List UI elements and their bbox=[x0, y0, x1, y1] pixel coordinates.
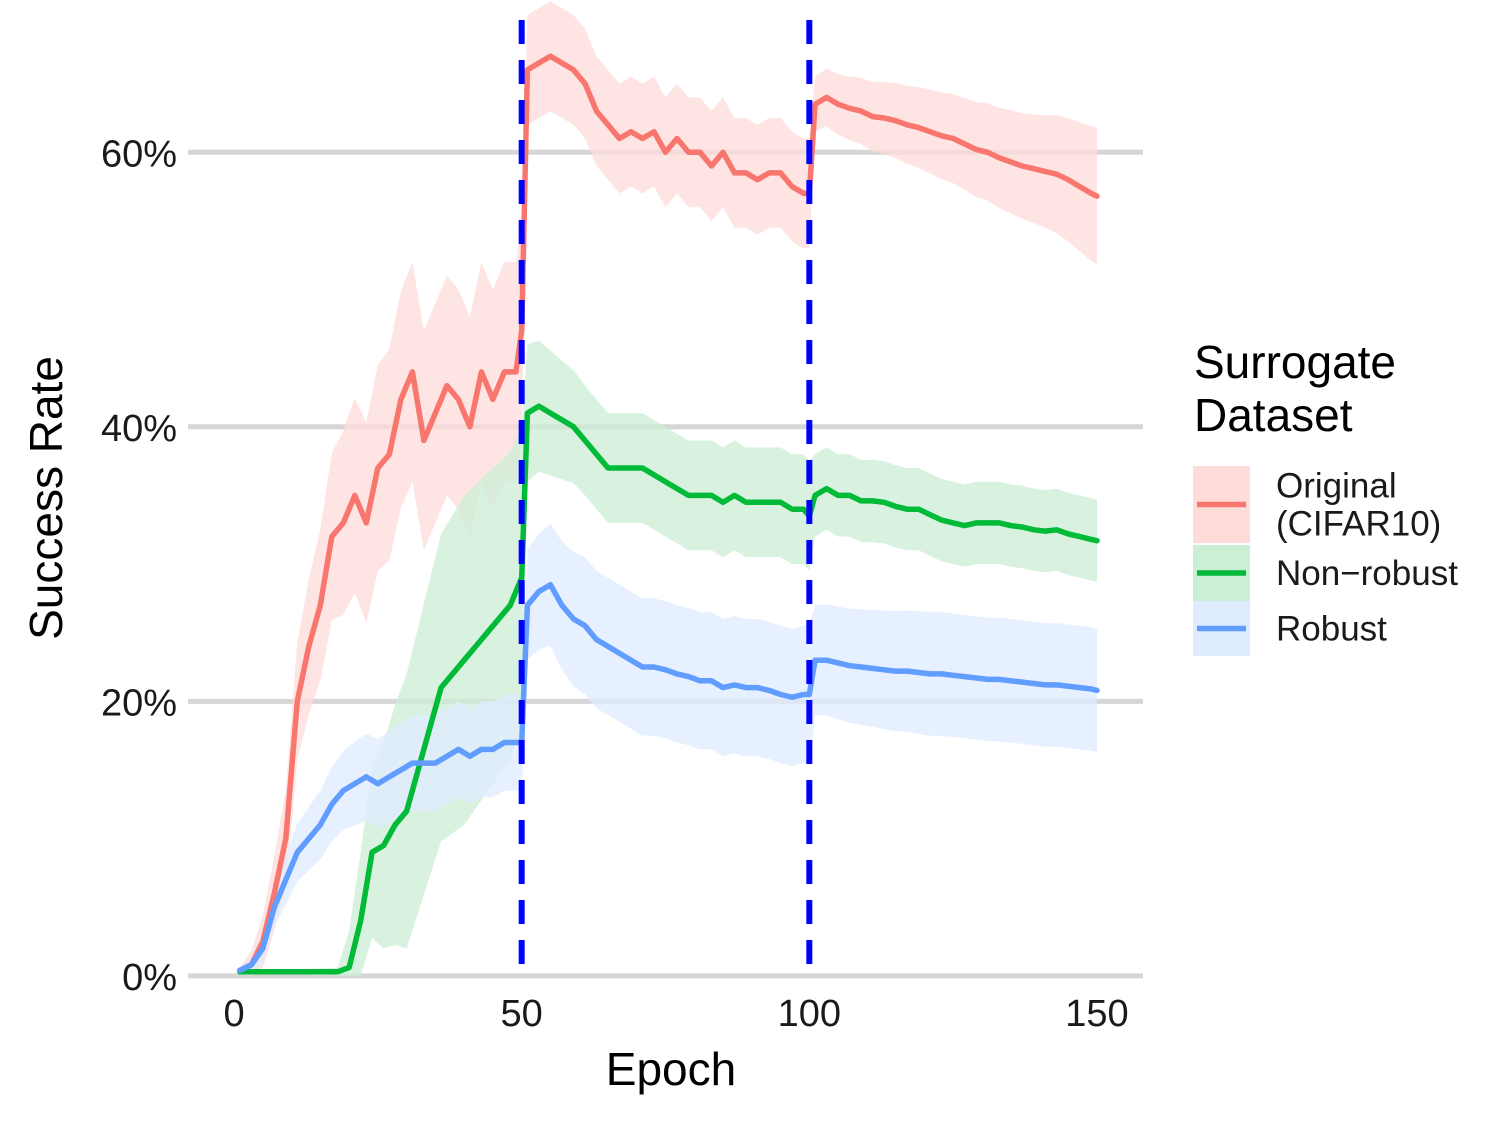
y-axis-title: Success Rate bbox=[20, 356, 72, 640]
legend-title-line-1: Dataset bbox=[1194, 389, 1353, 441]
band-series-2 bbox=[239, 523, 1098, 974]
legend-label-0-0: Original bbox=[1276, 467, 1397, 506]
legend-label-2-0: Robust bbox=[1276, 610, 1387, 649]
legend-title-line-0: Surrogate bbox=[1194, 336, 1396, 388]
y-tick-label-0: 0% bbox=[122, 957, 177, 999]
y-tick-label-1: 20% bbox=[101, 682, 177, 724]
x-tick-label-3: 150 bbox=[1065, 993, 1128, 1035]
x-tick-label-0: 0 bbox=[223, 993, 244, 1035]
x-axis-title: Epoch bbox=[606, 1043, 736, 1095]
x-tick-label-1: 50 bbox=[501, 993, 543, 1035]
y-tick-label-3: 60% bbox=[101, 133, 177, 175]
line-series-2 bbox=[237, 581, 1100, 974]
line-series-0 bbox=[237, 53, 1100, 974]
x-axis-ticks: 0 50 100 150 bbox=[223, 993, 1128, 1035]
series-lines bbox=[237, 53, 1100, 975]
line-series-1 bbox=[237, 403, 1100, 975]
y-axis-ticks: 0% 20% 40% 60% bbox=[101, 133, 177, 999]
legend-label-0-1: (CIFAR10) bbox=[1276, 505, 1441, 544]
y-tick-label-2: 40% bbox=[101, 408, 177, 450]
band-series-0 bbox=[239, 1, 1098, 976]
x-tick-label-2: 100 bbox=[778, 993, 841, 1035]
legend-label-1-0: Non−robust bbox=[1276, 554, 1458, 593]
